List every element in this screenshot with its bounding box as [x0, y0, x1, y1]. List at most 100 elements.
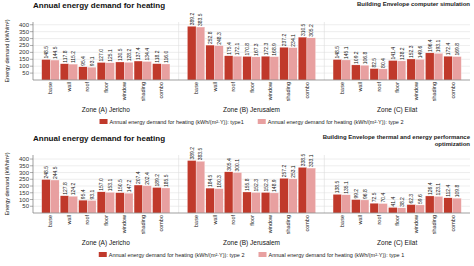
- data-label: 93.1: [89, 189, 95, 199]
- bar: [388, 207, 397, 213]
- category-label: floor: [394, 215, 400, 226]
- bar: [161, 188, 170, 213]
- bar: [161, 64, 170, 80]
- category-label: window: [121, 215, 127, 234]
- bar: [50, 180, 59, 213]
- bar: [252, 57, 261, 80]
- y-tick-label: 250: [19, 42, 30, 48]
- y-tick: [30, 45, 33, 46]
- category-label: floor: [249, 215, 255, 226]
- data-label: 38.2: [399, 197, 405, 207]
- group-label: Zone (A) Jericho: [82, 239, 130, 247]
- bar: [42, 59, 51, 80]
- category-label: base: [47, 215, 53, 227]
- bar: [69, 196, 78, 213]
- bar: [434, 196, 443, 213]
- data-label: 112.4: [445, 184, 451, 196]
- data-label: 172.4: [445, 42, 451, 55]
- category-label: combo: [450, 215, 456, 232]
- bar: [333, 194, 342, 213]
- y-axis-label: Energy demand (kWh/m²): [4, 19, 10, 82]
- y-tick-label: 300: [19, 170, 30, 176]
- category-label: wall: [357, 82, 363, 92]
- data-label: 237.2: [281, 34, 287, 47]
- data-label: 172.1: [234, 43, 240, 56]
- data-label: 138.5: [334, 181, 340, 194]
- legend-entry: Annual energy demand for heating (kWh/(m…: [269, 252, 405, 258]
- bar: [360, 200, 369, 213]
- data-label: 126.4: [427, 182, 433, 195]
- data-label: 257.2: [281, 165, 287, 178]
- data-label: 117.8: [62, 50, 68, 62]
- data-label: 175.4: [226, 42, 232, 55]
- y-tick-label: 50: [22, 203, 29, 209]
- y-tick: [30, 165, 33, 166]
- y-tick: [30, 73, 33, 74]
- data-label: 41.4: [390, 196, 396, 206]
- data-label: 149.6: [417, 46, 423, 59]
- bar: [416, 59, 425, 80]
- bar: [60, 64, 69, 80]
- data-label: 180.3: [216, 175, 222, 188]
- data-labels: 148.5117.895.4127.0130.5137.4118.2389.22…: [43, 13, 460, 68]
- bar-chart: 50100150200250300350400248.5127.895.4157…: [4, 134, 471, 258]
- category-label: shading: [431, 82, 437, 101]
- data-label: 300.1: [234, 159, 240, 172]
- data-label: 157.0: [98, 178, 104, 191]
- category-label: combo: [450, 82, 456, 99]
- y-tick: [30, 179, 33, 180]
- data-label: 99.2: [353, 189, 359, 199]
- category-label: base: [339, 82, 345, 94]
- y-tick-label: 100: [19, 63, 30, 69]
- y-tick-label: 50: [22, 70, 29, 76]
- bar: [116, 193, 125, 213]
- annotation: Building Envelope computer simulation: [357, 1, 470, 7]
- bar: [252, 192, 261, 213]
- bar: [143, 61, 152, 80]
- y-tick-label: 200: [19, 183, 30, 189]
- category-label: window: [413, 215, 419, 234]
- x-axis: [33, 80, 470, 81]
- data-label: 134.4: [144, 48, 150, 61]
- bar: [261, 192, 270, 213]
- y-tick: [30, 186, 33, 187]
- category-label: wall: [212, 82, 218, 92]
- bar: [153, 64, 162, 80]
- y-tick: [30, 38, 33, 39]
- bar: [60, 196, 69, 213]
- y-tick: [30, 199, 33, 200]
- category-label: combo: [304, 82, 310, 99]
- zone-separator: [178, 155, 179, 213]
- bars: [42, 26, 462, 80]
- bar: [407, 205, 416, 213]
- data-label: 93.1: [89, 56, 95, 66]
- data-label: 62.3: [408, 194, 414, 204]
- bar: [196, 27, 205, 80]
- data-label: 244.5: [52, 166, 58, 179]
- grid-line: [33, 172, 470, 173]
- bar: [87, 200, 96, 213]
- group-label: Zone (B) Jerusalem: [223, 239, 280, 247]
- data-label: 106.8: [362, 52, 368, 65]
- data-label: 152.3: [408, 45, 414, 58]
- data-label: 169.8: [454, 43, 460, 56]
- category-label: floor: [103, 215, 109, 226]
- figure: 50100150200250300350400148.5117.895.4127…: [0, 0, 474, 266]
- category-label: shading: [431, 215, 437, 234]
- bar: [425, 196, 434, 213]
- bar: [224, 56, 233, 80]
- category-label: combo: [304, 215, 310, 232]
- category-label: base: [339, 215, 345, 227]
- y-tick-label: 400: [19, 22, 30, 28]
- annotation: Building Envelope thermal and energy per…: [323, 134, 471, 147]
- bar: [425, 53, 434, 80]
- y-tick-label: 100: [19, 197, 30, 203]
- y-tick: [30, 31, 33, 32]
- y-tick: [30, 24, 33, 25]
- category-label: base: [193, 82, 199, 94]
- data-label: 305.2: [308, 24, 314, 37]
- data-label: 145.1: [343, 46, 349, 59]
- bar: [187, 26, 196, 80]
- category-label: combo: [158, 215, 164, 232]
- legend-swatch: [259, 252, 267, 257]
